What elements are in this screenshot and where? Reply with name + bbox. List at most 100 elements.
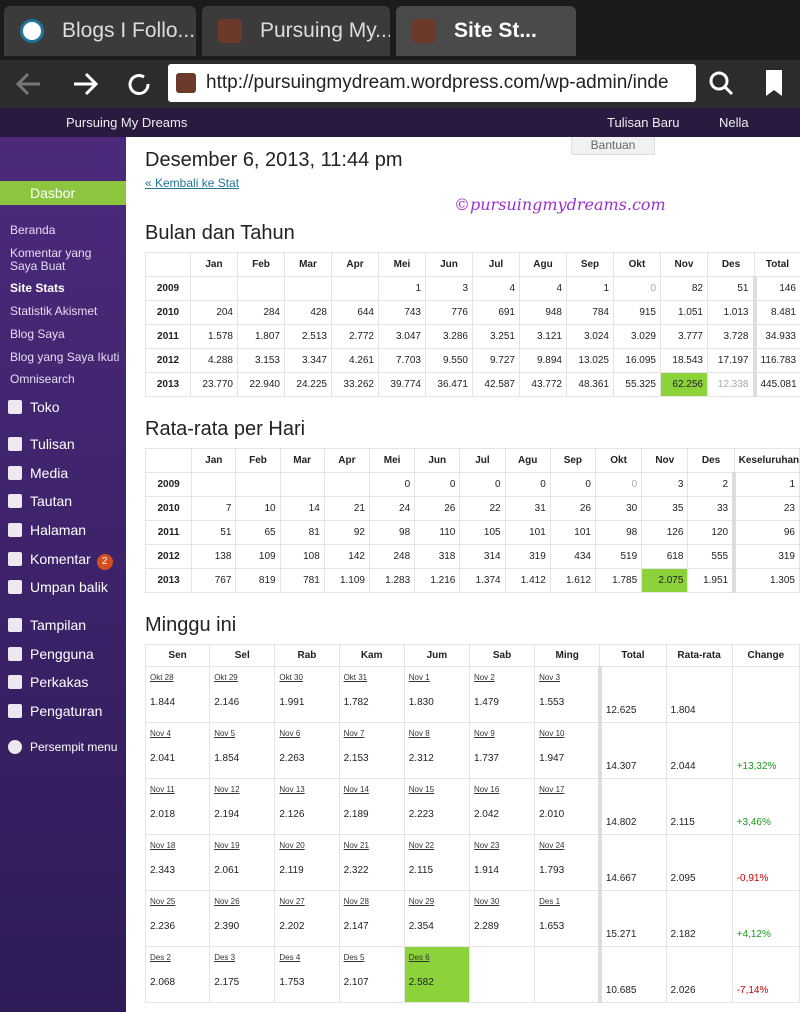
- day-date[interactable]: Nov 26: [214, 897, 240, 906]
- value-cell: 22: [459, 496, 506, 521]
- day-date[interactable]: Nov 11: [150, 785, 175, 794]
- day-date[interactable]: Des 3: [214, 953, 236, 962]
- menu-item[interactable]: Perkakas: [0, 673, 126, 691]
- day-date[interactable]: Nov 2: [473, 673, 495, 682]
- value-cell: 120: [687, 520, 735, 545]
- day-date[interactable]: Nov 16: [473, 785, 500, 794]
- tab[interactable]: Pursuing My...: [202, 6, 390, 56]
- menu-item[interactable]: Halaman: [0, 521, 126, 539]
- day-date[interactable]: Des 2: [150, 953, 171, 962]
- tab[interactable]: Site St...: [396, 6, 576, 56]
- menu-item[interactable]: Pengguna: [0, 645, 126, 663]
- day-date[interactable]: Nov 20: [279, 841, 305, 850]
- day-date[interactable]: Nov 15: [408, 785, 435, 794]
- day-date[interactable]: Nov 10: [539, 729, 565, 738]
- day-date[interactable]: Nov 29: [408, 897, 435, 906]
- tab[interactable]: Blogs I Follo...: [4, 6, 196, 56]
- day-value: 2.153: [343, 753, 369, 764]
- day-date[interactable]: Nov 8: [408, 729, 430, 738]
- site-name[interactable]: Pursuing My Dreams: [66, 115, 188, 130]
- column-header: Sab: [468, 644, 536, 667]
- header-row: Sen Sel Rab Kam Jum Sab Ming Total Rata-rata Chan…: [144, 644, 800, 667]
- day-date[interactable]: Nov 17: [539, 785, 565, 794]
- submenu-item[interactable]: Beranda: [10, 223, 56, 237]
- menu-item[interactable]: Media: [0, 464, 126, 482]
- day-date[interactable]: Nov 1: [408, 673, 430, 682]
- day-date[interactable]: Nov 7: [343, 729, 365, 738]
- day-date[interactable]: Okt 31: [343, 673, 368, 682]
- day-date[interactable]: Nov 24: [539, 841, 565, 850]
- day-date[interactable]: Nov 5: [214, 729, 236, 738]
- day-cell: Okt 31 1.782: [338, 666, 405, 723]
- menu-item[interactable]: Umpan balik: [0, 578, 126, 596]
- day-value: 2.146: [214, 697, 240, 708]
- menu-item[interactable]: Tampilan: [0, 616, 126, 634]
- value-cell: [279, 472, 325, 497]
- day-date[interactable]: Nov 28: [343, 897, 369, 906]
- day-date[interactable]: Des 6: [408, 953, 430, 962]
- submenu-item[interactable]: Omnisearch: [10, 372, 75, 386]
- value-cell: 1.578: [190, 324, 238, 349]
- submenu-item[interactable]: Site Stats: [10, 281, 65, 295]
- day-date[interactable]: Nov 19: [214, 841, 240, 850]
- day-value: 2.018: [150, 809, 176, 820]
- day-value: 1.782: [343, 697, 369, 708]
- menu-active[interactable]: Dasbor: [0, 181, 126, 205]
- day-date[interactable]: Okt 30: [279, 673, 303, 682]
- day-date[interactable]: Okt 29: [214, 673, 238, 682]
- menu-item[interactable]: Pengaturan: [0, 702, 126, 720]
- day-date[interactable]: Nov 3: [539, 673, 561, 682]
- day-date[interactable]: Nov 22: [408, 841, 435, 850]
- day-date[interactable]: Nov 18: [150, 841, 176, 850]
- day-date[interactable]: Nov 6: [279, 729, 301, 738]
- day-date[interactable]: Des 1: [539, 897, 561, 906]
- help-tab[interactable]: Bantuan: [571, 137, 655, 155]
- value-cell: 23.770: [190, 372, 238, 397]
- url-field[interactable]: http://pursuingmydream.wordpress.com/wp-…: [168, 64, 696, 102]
- menu-item[interactable]: Persempit menu: [0, 738, 126, 756]
- user-name[interactable]: Nella: [719, 115, 749, 130]
- submenu-item[interactable]: Blog yang Saya Ikuti: [10, 350, 120, 364]
- day-date[interactable]: Nov 25: [150, 897, 176, 906]
- back-link[interactable]: « Kembali ke Stat: [145, 176, 240, 190]
- column-header: Jul: [472, 252, 520, 277]
- day-date[interactable]: Okt 28: [150, 673, 174, 682]
- day-date[interactable]: Nov 23: [473, 841, 500, 850]
- day-date[interactable]: Nov 13: [279, 785, 305, 794]
- day-cell: Nov 12 2.194: [209, 778, 276, 835]
- day-value: 1.753: [279, 977, 305, 988]
- menu-item[interactable]: Komentar 2: [0, 550, 126, 570]
- submenu-item[interactable]: Statistik Akismet: [10, 304, 98, 318]
- day-cell: Nov 16 2.042: [468, 778, 536, 835]
- menu-item[interactable]: Tulisan: [0, 435, 126, 453]
- day-date[interactable]: Nov 27: [279, 897, 305, 906]
- year-cell: 2011: [145, 324, 191, 349]
- average-value: 2.044: [670, 761, 696, 772]
- new-post[interactable]: Tulisan Baru: [607, 115, 680, 130]
- day-date[interactable]: Des 5: [343, 953, 365, 962]
- column-header: Okt: [613, 252, 661, 277]
- day-date[interactable]: Nov 30: [473, 897, 500, 906]
- menu-label: Tampilan: [30, 617, 87, 633]
- submenu-item[interactable]: Blog Saya: [10, 327, 65, 341]
- submenu-item[interactable]: Komentar yang Saya Buat: [10, 246, 92, 273]
- value-cell: 31: [504, 496, 551, 521]
- day-date[interactable]: Nov 4: [150, 729, 171, 738]
- day-value: 2.147: [343, 921, 369, 932]
- day-date[interactable]: Nov 9: [473, 729, 495, 738]
- week-row: Des 2 2.068 Des 3 2.175 Des 4 1.753 Des 5 2.107…: [144, 946, 800, 1003]
- day-value: 1.854: [214, 753, 240, 764]
- day-date[interactable]: Des 4: [279, 953, 301, 962]
- menu-item[interactable]: Tautan: [0, 492, 126, 510]
- total-cell: 10.685: [597, 946, 667, 1003]
- day-date[interactable]: Nov 12: [214, 785, 240, 794]
- menu-item[interactable]: Toko: [0, 398, 126, 416]
- menu-icon: [8, 466, 22, 480]
- day-date[interactable]: Nov 14: [343, 785, 369, 794]
- column-header: Mei: [378, 252, 426, 277]
- value-cell: 62.256: [660, 372, 708, 397]
- value-cell: 26: [414, 496, 461, 521]
- day-date[interactable]: Nov 21: [343, 841, 369, 850]
- day-cell: Nov 26 2.390: [209, 890, 276, 947]
- day-value: 2.202: [279, 921, 305, 932]
